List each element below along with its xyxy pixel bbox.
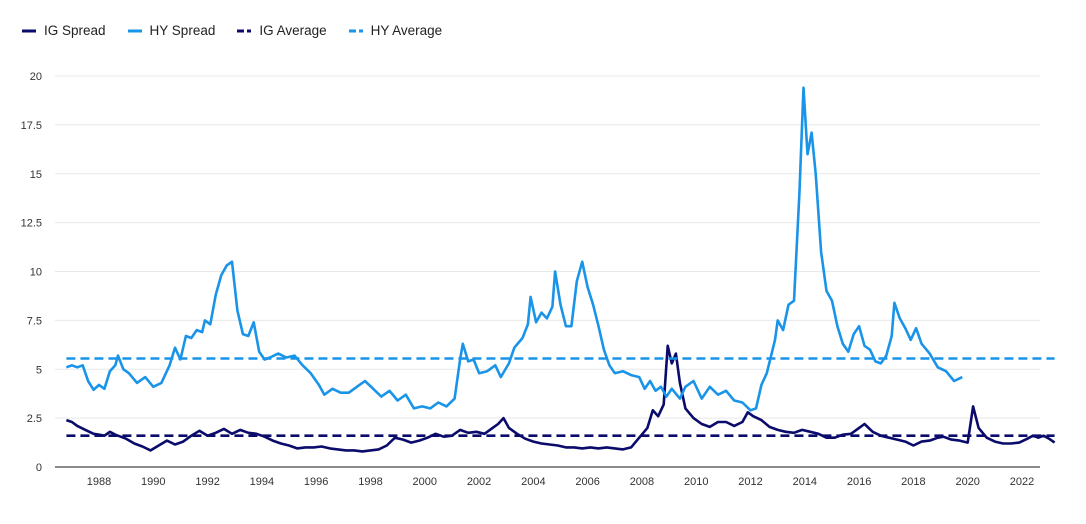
legend-label: IG Average — [259, 23, 327, 38]
x-tick-label: 2004 — [521, 476, 545, 488]
legend-item-hy-spread[interactable]: HY Spread — [127, 23, 216, 38]
y-tick-label: 15 — [30, 169, 42, 181]
x-tick-label: 2012 — [738, 476, 762, 488]
x-tick-label: 1998 — [358, 476, 382, 488]
legend-item-ig-average[interactable]: IG Average — [237, 23, 327, 38]
x-tick-label: 2022 — [1010, 476, 1034, 488]
legend-swatch-dashed-icon — [348, 29, 363, 32]
x-tick-label: 1992 — [195, 476, 219, 488]
x-axis-ticks: 1988 1990 1992 1994 1996 1998 2000 2002 2004 2006… — [87, 476, 1034, 488]
x-tick-label: 2014 — [793, 476, 817, 488]
x-tick-label: 1988 — [87, 476, 111, 488]
y-tick-label: 7.5 — [27, 315, 42, 327]
y-tick-label: 17.5 — [21, 120, 42, 132]
chart-legend: IG Spread HY Spread IG Average HY Averag… — [22, 23, 464, 38]
x-tick-label: 2008 — [630, 476, 654, 488]
grid-lines — [55, 75, 1040, 419]
x-tick-label: 1990 — [141, 476, 165, 488]
series-line-hy-spread — [65, 86, 963, 412]
y-tick-label: 10 — [30, 267, 42, 279]
y-tick-label: 5 — [36, 364, 42, 376]
legend-label: HY Spread — [149, 23, 216, 38]
legend-label: HY Average — [370, 23, 443, 38]
y-tick-label: 12.5 — [21, 218, 42, 230]
legend-swatch-dashed-icon — [237, 29, 252, 32]
legend-label: IG Spread — [44, 23, 106, 38]
legend-item-hy-average[interactable]: HY Average — [348, 23, 443, 38]
x-tick-label: 2002 — [467, 476, 491, 488]
x-tick-label: 2016 — [847, 476, 871, 488]
x-tick-label: 2010 — [684, 476, 708, 488]
y-tick-label: 20 — [30, 71, 42, 83]
y-tick-label: 0 — [36, 462, 42, 474]
legend-swatch-solid-icon — [22, 29, 36, 32]
x-tick-label: 1996 — [304, 476, 328, 488]
x-tick-label: 2006 — [575, 476, 599, 488]
legend-swatch-solid-icon — [127, 29, 142, 32]
legend-item-ig-spread[interactable]: IG Spread — [22, 23, 106, 38]
series-group — [65, 86, 1056, 453]
x-tick-label: 1994 — [250, 476, 274, 488]
y-tick-label: 2.5 — [27, 413, 42, 425]
x-tick-label: 2000 — [413, 476, 437, 488]
series-line-ig-spread — [65, 344, 1056, 453]
x-tick-label: 2018 — [901, 476, 925, 488]
y-axis-ticks: 0 2.5 5 7.5 10 12.5 15 17.5 20 — [21, 71, 42, 474]
x-tick-label: 2020 — [955, 476, 979, 488]
